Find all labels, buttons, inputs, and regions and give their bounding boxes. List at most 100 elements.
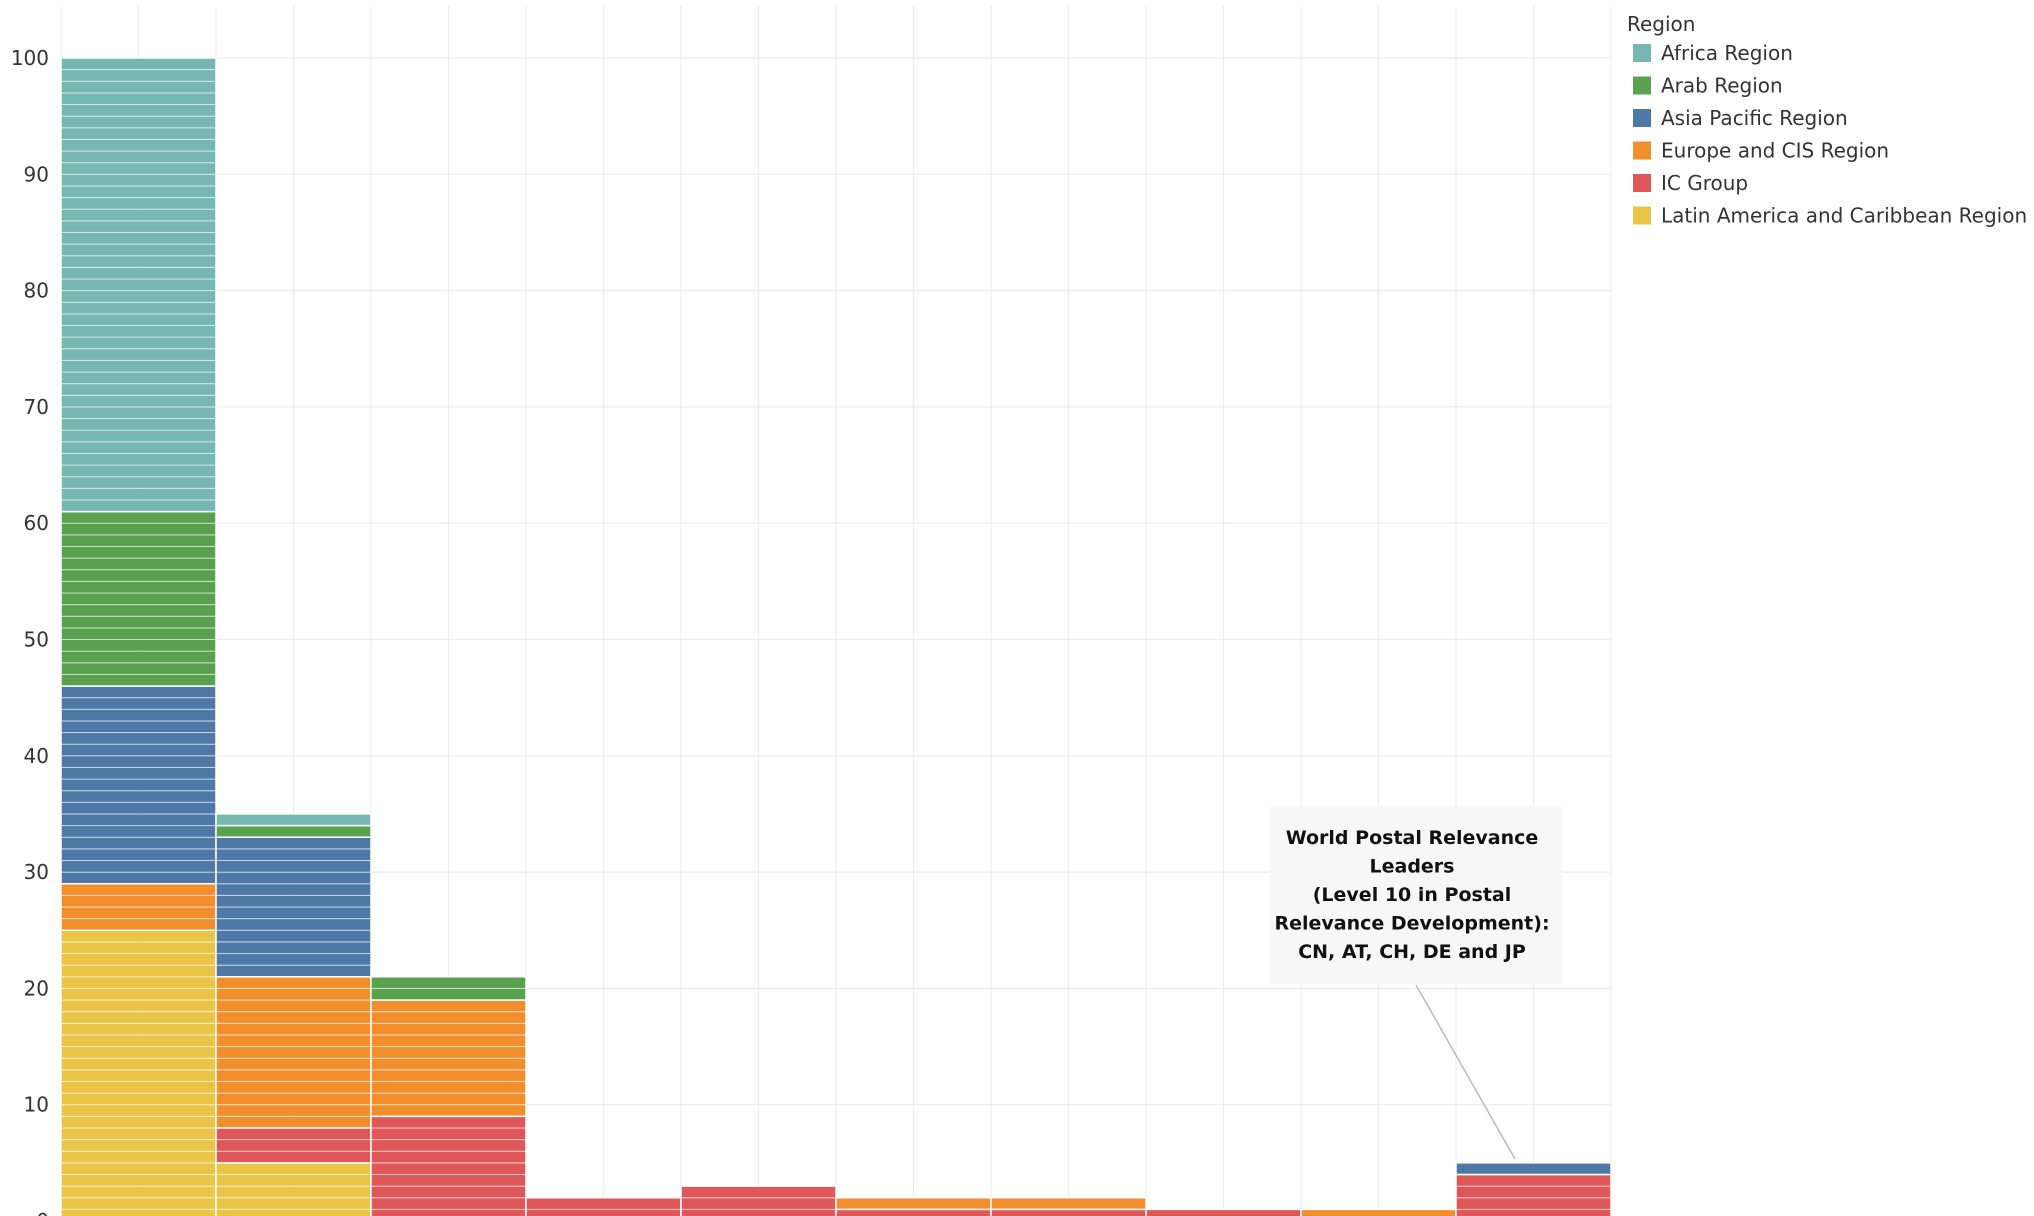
annotation-line: World Postal Relevance — [1286, 827, 1539, 849]
legend-label: Arab Region — [1661, 74, 1783, 98]
legend-swatch — [1633, 109, 1651, 127]
bar-unit — [60, 278, 217, 292]
bar-segment — [835, 1196, 992, 1211]
bar-unit — [60, 452, 217, 466]
legend-swatch — [1633, 76, 1651, 95]
bar-unit — [215, 1185, 372, 1199]
annotation: World Postal Relevance Leaders (Level 10 i… — [1270, 806, 1562, 1160]
bar-unit — [215, 1139, 372, 1152]
bar-unit — [60, 57, 217, 71]
bar-unit — [370, 1034, 527, 1048]
bar-unit — [215, 859, 372, 873]
bar-unit — [60, 266, 217, 280]
bar-segment — [215, 824, 372, 838]
bar-unit — [60, 720, 217, 734]
bar-unit — [60, 569, 217, 582]
bar-unit — [60, 836, 217, 850]
y-tick-label: 50 — [24, 628, 49, 652]
bar-unit — [60, 976, 217, 989]
bar-unit — [215, 848, 372, 861]
bar-unit — [60, 557, 217, 571]
bar-unit — [60, 1034, 217, 1048]
bar-unit — [370, 1150, 527, 1164]
legend-swatch — [1633, 174, 1651, 192]
bar-unit — [990, 1208, 1147, 1216]
annotation-line: Relevance Development): — [1274, 913, 1549, 935]
bar-unit — [60, 697, 217, 710]
bar-unit — [60, 127, 217, 140]
y-tick-label: 70 — [24, 395, 49, 419]
bar-unit — [60, 197, 217, 210]
bar-segment — [215, 836, 372, 978]
bar-unit — [60, 1057, 217, 1071]
bar-unit — [215, 1150, 372, 1164]
bar-unit — [60, 1046, 217, 1059]
bar-unit — [215, 941, 372, 955]
bar-unit — [1455, 1208, 1612, 1216]
y-tick-label: 40 — [24, 744, 49, 768]
bar-unit — [215, 918, 372, 931]
bar-unit — [60, 243, 217, 257]
bar-unit — [60, 348, 217, 361]
legend: Region Africa Region Arab Region Asia Pacif… — [1627, 12, 2027, 228]
bars — [60, 57, 1612, 1216]
bar-unit — [215, 1162, 372, 1175]
bar-unit — [60, 464, 217, 478]
bar-unit — [60, 290, 217, 303]
bar-unit — [215, 813, 372, 827]
bar-unit — [680, 1208, 837, 1216]
legend-title: Region — [1627, 12, 1695, 36]
bar-unit — [60, 104, 217, 117]
bar-unit — [60, 615, 217, 629]
annotation-line: CN, AT, CH, DE and JP — [1298, 941, 1526, 963]
bar-unit — [60, 418, 217, 431]
bar-unit — [215, 871, 372, 885]
bar-unit — [60, 1022, 217, 1036]
legend-item: Latin America and Caribbean Region — [1633, 204, 2027, 228]
bar-unit — [60, 1185, 217, 1199]
bar-unit — [60, 662, 217, 675]
legend-swatch — [1633, 206, 1651, 225]
legend-swatch — [1633, 141, 1651, 160]
bar-unit — [215, 1034, 372, 1048]
bar-unit — [1455, 1197, 1612, 1210]
bar-segment — [60, 57, 217, 513]
bar-unit — [60, 732, 217, 745]
bar-unit — [60, 1139, 217, 1152]
bar-unit — [215, 929, 372, 943]
bar-unit — [60, 929, 217, 943]
bar-unit — [60, 627, 217, 640]
bar-outline — [1455, 1162, 1612, 1176]
bar-unit — [215, 1115, 372, 1129]
bar-unit — [60, 859, 217, 873]
legend-item: Arab Region — [1633, 74, 1783, 98]
bar-unit — [60, 69, 217, 82]
bar-unit — [60, 371, 217, 385]
bar-unit — [60, 336, 217, 350]
legend-item: Asia Pacific Region — [1633, 106, 1848, 130]
bar-unit — [370, 1115, 527, 1129]
bar-segment — [1300, 1208, 1457, 1216]
bar-unit — [525, 1197, 682, 1210]
bar-unit — [370, 999, 527, 1013]
bar-unit — [215, 1197, 372, 1210]
bar-unit — [60, 999, 217, 1013]
bar-unit — [60, 173, 217, 187]
legend-item: Africa Region — [1633, 41, 1793, 65]
bar-unit — [60, 1011, 217, 1024]
bar-unit — [680, 1185, 837, 1199]
bar-unit — [60, 1162, 217, 1175]
bar-unit — [215, 906, 372, 920]
bar-unit — [370, 1127, 527, 1141]
bar-unit — [60, 383, 217, 396]
bar-unit — [60, 313, 217, 326]
bar-segment — [370, 999, 527, 1118]
y-tick-label: 100 — [11, 46, 49, 70]
bar-segment — [370, 976, 527, 1001]
y-tick-label: 0 — [36, 1209, 49, 1216]
bar-unit — [60, 394, 217, 408]
bar-unit — [60, 743, 217, 757]
bar-segment — [215, 1127, 372, 1164]
legend-item: IC Group — [1633, 171, 1748, 195]
